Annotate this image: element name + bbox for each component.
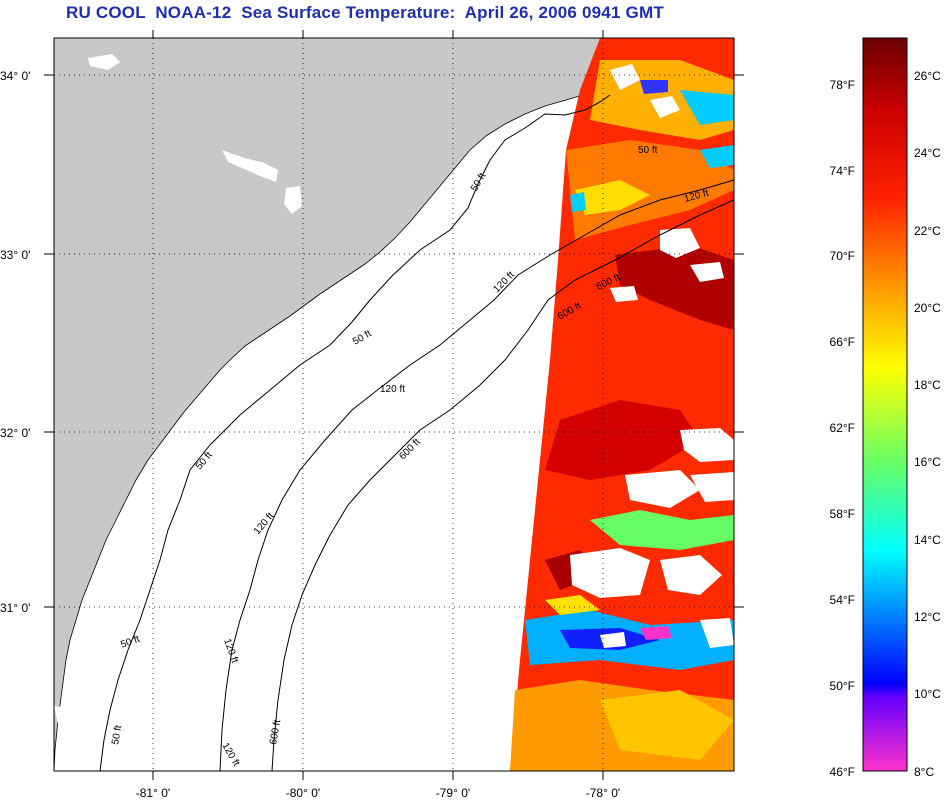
- contour-600ft: [271, 199, 734, 771]
- contour-label: 50 ft: [638, 145, 658, 156]
- contour-50ft: [99, 94, 611, 771]
- lon-label: -80° 0': [286, 786, 320, 800]
- colorbar-f-label: 66°F: [830, 335, 855, 349]
- colorbar-c-label: 22°C: [914, 224, 941, 238]
- lake: [222, 150, 278, 182]
- colorbar-f-label: 50°F: [830, 679, 855, 693]
- colorbar-f-label: 54°F: [830, 593, 855, 607]
- colorbar-gradient: [862, 37, 908, 772]
- map-frame: [53, 37, 735, 772]
- colorbar-c-label: 12°C: [914, 610, 941, 624]
- colorbar-f-label: 70°F: [830, 249, 855, 263]
- colorbar-f-label: 58°F: [830, 507, 855, 521]
- lon-label: -79° 0': [436, 786, 470, 800]
- lat-label: 31° 0': [0, 601, 30, 615]
- land-mass: [54, 38, 626, 771]
- colorbar-f-label: 78°F: [830, 78, 855, 92]
- lon-label: -81° 0': [136, 786, 170, 800]
- graticule: [54, 38, 734, 771]
- colorbar-c-label: 10°C: [914, 687, 941, 701]
- colorbar-f-label: 62°F: [830, 421, 855, 435]
- contour-label: 600 ft: [268, 719, 283, 746]
- colorbar-c-label: 16°C: [914, 455, 941, 469]
- colorbar-c-label: 24°C: [914, 146, 941, 160]
- lake: [284, 186, 302, 214]
- colorbar: 78°F 74°F 70°F 66°F 62°F 58°F 54°F 50°F …: [830, 37, 941, 779]
- contour-label: 120 ft: [380, 384, 405, 395]
- map-panel: 50 ft 50 ft 50 ft 50 ft 50 ft 50 ft 120 …: [54, 38, 734, 771]
- colorbar-c-label: 18°C: [914, 378, 941, 392]
- contour-120ft: [219, 179, 734, 771]
- lake: [54, 706, 72, 724]
- colorbar-c-label: 26°C: [914, 69, 941, 83]
- lat-label: 33° 0': [0, 248, 30, 262]
- lat-label: 32° 0': [0, 426, 30, 440]
- colorbar-c-label: 8°C: [914, 765, 934, 779]
- lake: [88, 54, 120, 70]
- colorbar-c-label: 20°C: [914, 301, 941, 315]
- lon-label: -78° 0': [586, 786, 620, 800]
- contour-label: 50 ft: [110, 724, 124, 745]
- map-title: RU COOL NOAA-12 Sea Surface Temperature:…: [66, 3, 664, 22]
- colorbar-f-label: 74°F: [830, 164, 855, 178]
- colorbar-f-label: 46°F: [830, 765, 855, 779]
- lat-label: 34° 0': [0, 69, 30, 83]
- colorbar-c-label: 14°C: [914, 533, 941, 547]
- sst-swath: [510, 38, 734, 771]
